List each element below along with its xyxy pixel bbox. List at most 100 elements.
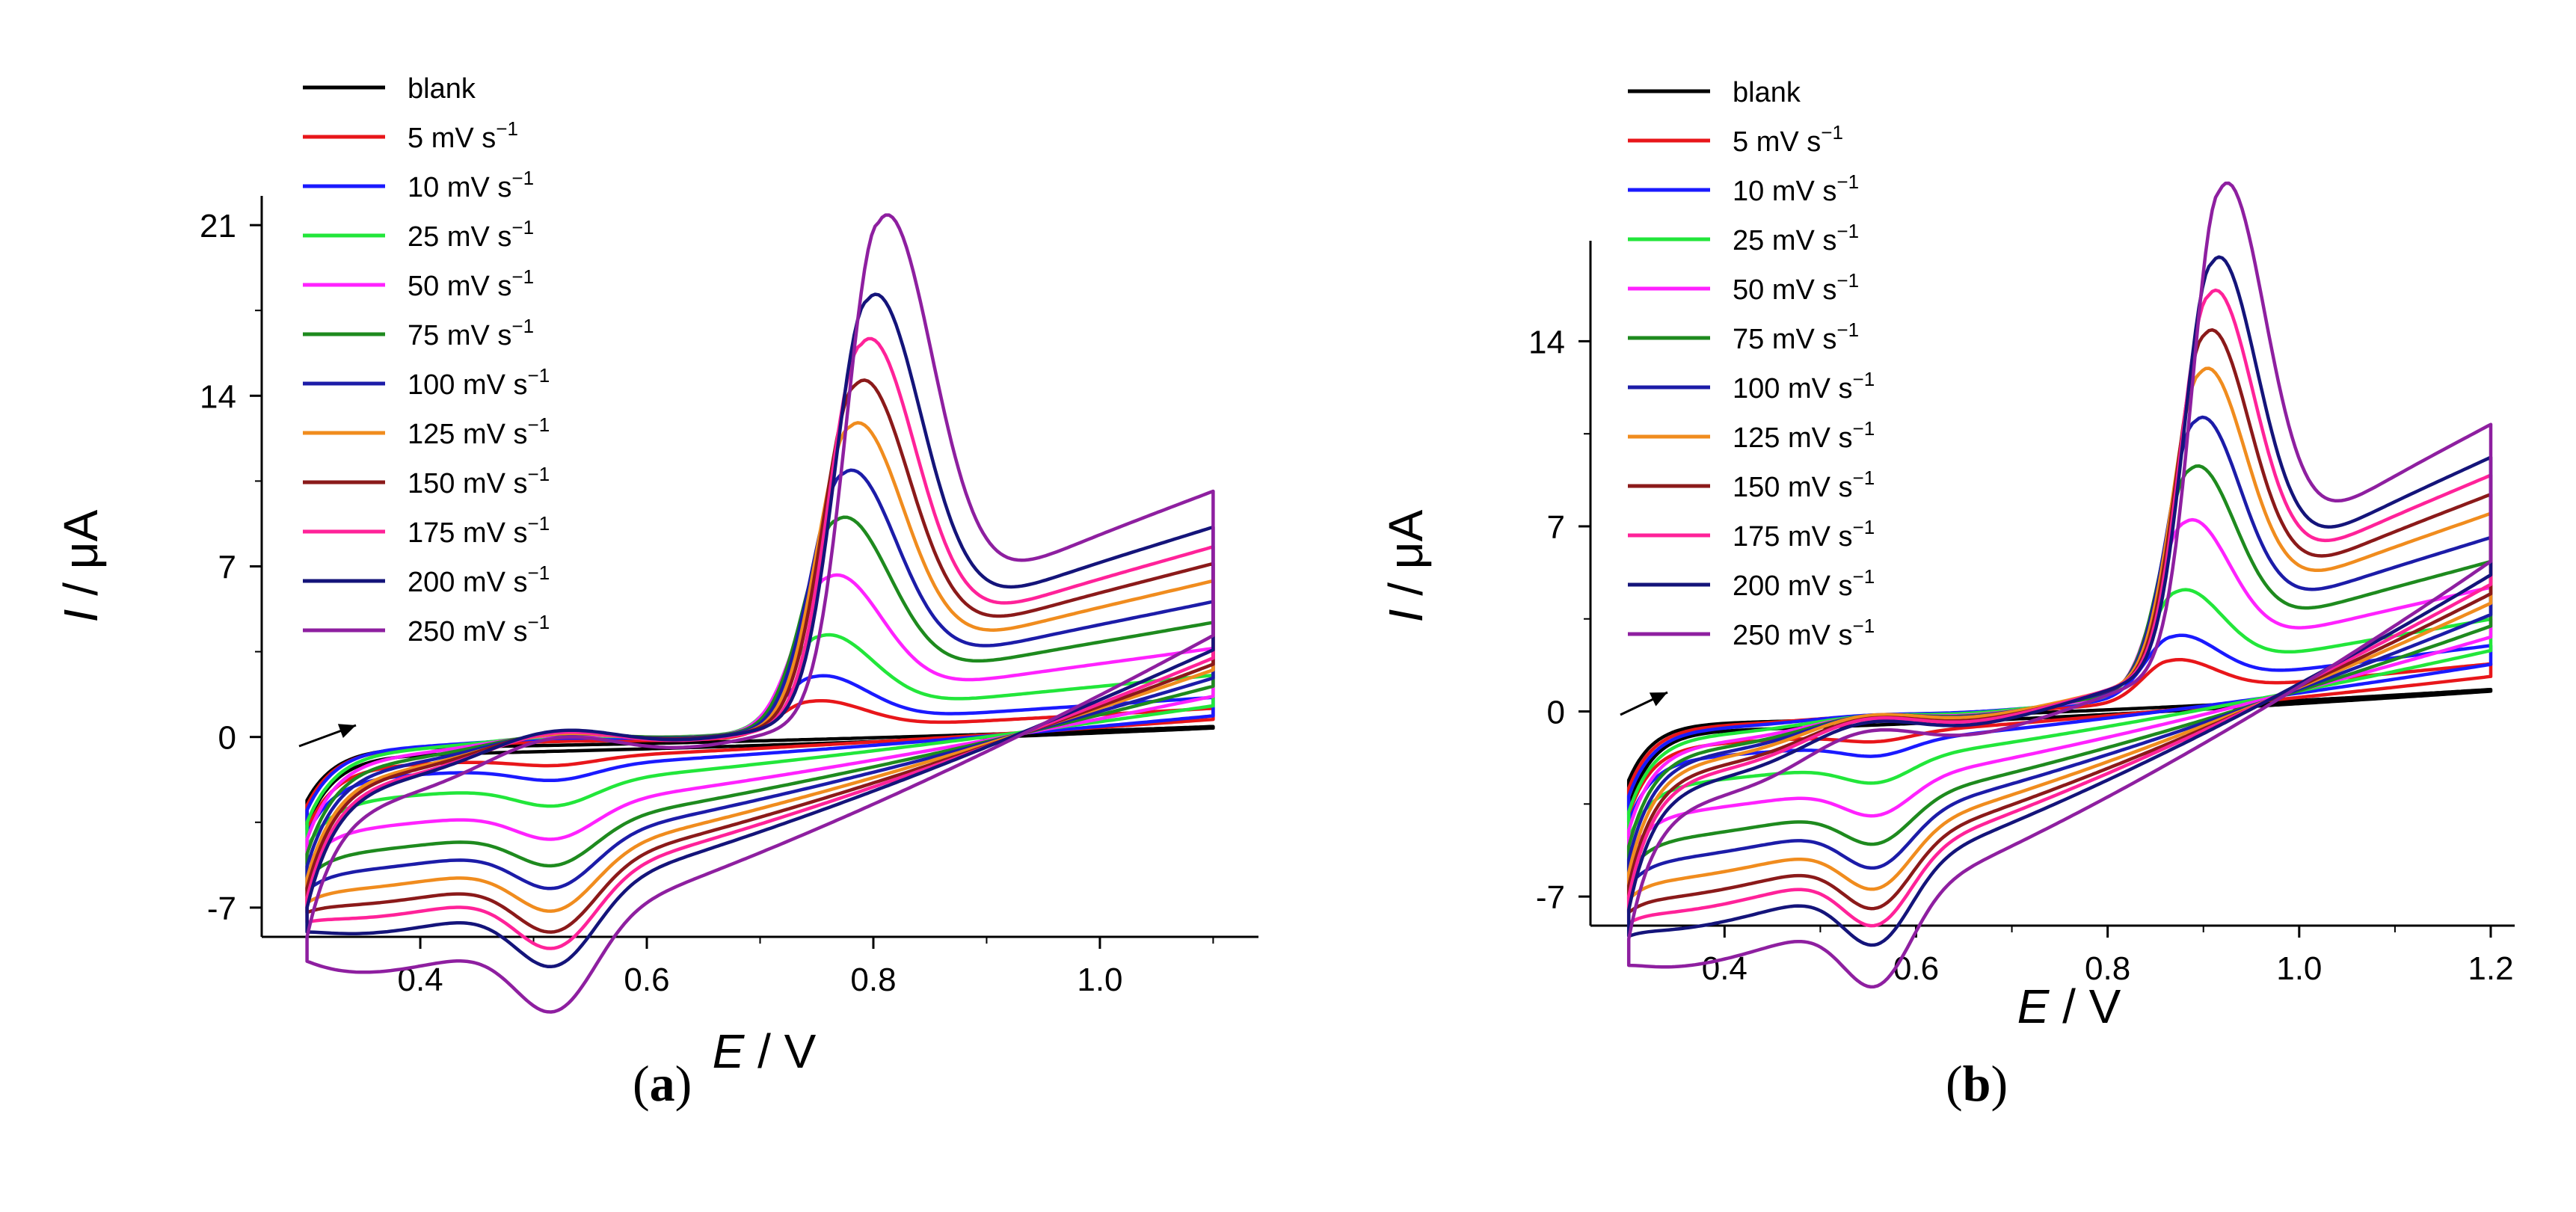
legend-item: 75 mV s−1 <box>303 315 534 351</box>
legend-unit: mV s <box>439 320 511 351</box>
legend-item: 10 mV s−1 <box>1628 170 1859 207</box>
panel-b-close: ) <box>1991 1055 2008 1112</box>
panel-a-open: ( <box>633 1055 650 1112</box>
cv-curve-250 <box>305 213 1215 1014</box>
legend-label: 150 mV s−1 <box>1733 467 1875 503</box>
legend-value: 75 <box>1733 324 1764 355</box>
legend-unit-exponent: −1 <box>1836 170 1859 193</box>
legend-item: blank <box>1628 77 1801 108</box>
legend-label: blank <box>1733 77 1801 108</box>
legend-item: 200 mV s−1 <box>1628 565 1875 602</box>
series-curves <box>305 213 1215 1014</box>
cv-curve-150 <box>305 378 1215 934</box>
legend-label: 200 mV s−1 <box>408 562 550 598</box>
x-tick-label: 0.6 <box>1893 950 1939 987</box>
x-tick-label: 1.0 <box>2276 950 2322 987</box>
legend-item: 100 mV s−1 <box>303 364 550 401</box>
legend-item: 150 mV s−1 <box>1628 467 1875 503</box>
legend-unit: mV s <box>1748 126 1821 158</box>
legend-label: blank <box>408 73 476 105</box>
legend-label: 25 mV s−1 <box>1733 220 1859 256</box>
legend-unit-exponent: −1 <box>511 216 534 239</box>
cv-curve-175 <box>1626 288 2493 928</box>
y-tick-label: 0 <box>1547 695 1565 731</box>
legend-value: blank <box>408 73 476 105</box>
scan-direction-arrow <box>298 724 357 748</box>
legend-unit-exponent: −1 <box>1853 368 1875 390</box>
legend-label: 125 mV s−1 <box>1733 417 1875 454</box>
legend-unit-exponent: −1 <box>1853 516 1875 538</box>
x-axis-unit: / V <box>2049 979 2121 1033</box>
legend-unit-exponent: −1 <box>1836 269 1859 292</box>
legend-value: 10 <box>1733 176 1764 207</box>
legend-value: 250 <box>408 616 455 647</box>
legend-value: 250 <box>1733 620 1780 651</box>
legend-unit-exponent: −1 <box>1836 319 1859 341</box>
x-axis-title: E / V <box>713 1024 817 1078</box>
legend-value: blank <box>1733 77 1801 108</box>
legend-unit-exponent: −1 <box>528 512 550 535</box>
x-tick-label: 0.8 <box>850 962 896 998</box>
legend-value: 50 <box>1733 274 1764 306</box>
legend-unit-exponent: −1 <box>511 265 534 288</box>
legend-item: 175 mV s−1 <box>1628 516 1875 553</box>
legend-item: 25 mV s−1 <box>303 216 534 253</box>
legend-value: 50 <box>408 271 439 302</box>
legend-unit: mV s <box>1764 274 1836 306</box>
legend-label: 250 mV s−1 <box>408 611 550 647</box>
legend-unit-exponent: −1 <box>528 413 550 436</box>
legend-unit: mV s <box>439 271 511 302</box>
legend-label: 75 mV s−1 <box>1733 319 1859 355</box>
legend-unit: mV s <box>1764 176 1836 207</box>
legend-label: 250 mV s−1 <box>1733 615 1875 651</box>
legend-item: 75 mV s−1 <box>1628 319 1859 355</box>
cv-curve-250 <box>1626 181 2493 989</box>
legend-unit: mV s <box>1780 422 1852 454</box>
x-tick-label: 0.6 <box>624 962 669 998</box>
legend-label: 175 mV s−1 <box>408 512 550 549</box>
legend-label: 125 mV s−1 <box>408 413 550 450</box>
legend-label: 50 mV s−1 <box>1733 269 1859 306</box>
legend-label: 75 mV s−1 <box>408 315 534 351</box>
y-tick-label: -7 <box>207 890 236 927</box>
legend-unit-exponent: −1 <box>528 463 550 485</box>
legend-unit-exponent: −1 <box>1836 220 1859 242</box>
legend-item: 125 mV s−1 <box>303 413 550 450</box>
legend-value: 100 <box>1733 373 1780 404</box>
legend-unit-exponent: −1 <box>528 364 550 387</box>
legend-item: 200 mV s−1 <box>303 562 550 598</box>
x-axis-unit: / V <box>744 1024 816 1078</box>
y-tick-label: 21 <box>200 208 236 244</box>
legend-item: 125 mV s−1 <box>1628 417 1875 454</box>
legend-unit-exponent: −1 <box>1853 565 1875 588</box>
legend-item: 5 mV s−1 <box>303 117 518 154</box>
y-tick-label: 14 <box>1528 324 1565 360</box>
legend-unit: mV s <box>439 172 511 203</box>
y-axis-unit: / μA <box>1379 509 1433 609</box>
cv-curve-blank <box>305 725 1215 827</box>
legend-unit: mV s <box>455 369 527 401</box>
legend-unit: mV s <box>455 616 527 647</box>
legend-unit: mV s <box>1780 373 1852 404</box>
legend-unit-exponent: −1 <box>528 611 550 633</box>
legend-label: 25 mV s−1 <box>408 216 534 253</box>
legend-unit-exponent: −1 <box>1853 417 1875 440</box>
legend-unit: mV s <box>423 123 496 154</box>
legend-unit-exponent: −1 <box>496 117 518 140</box>
legend-unit-exponent: −1 <box>1853 467 1875 489</box>
y-tick-label: 0 <box>218 720 236 757</box>
legend-label: 100 mV s−1 <box>1733 368 1875 404</box>
legend-item: 100 mV s−1 <box>1628 368 1875 404</box>
y-axis-title: I / μA <box>1379 509 1433 622</box>
legend-value: 100 <box>408 369 455 401</box>
legend-label: 200 mV s−1 <box>1733 565 1875 602</box>
legend-value: 5 <box>408 123 423 154</box>
x-tick-label: 0.8 <box>2085 950 2130 987</box>
cv-curve-200 <box>1626 255 2493 947</box>
